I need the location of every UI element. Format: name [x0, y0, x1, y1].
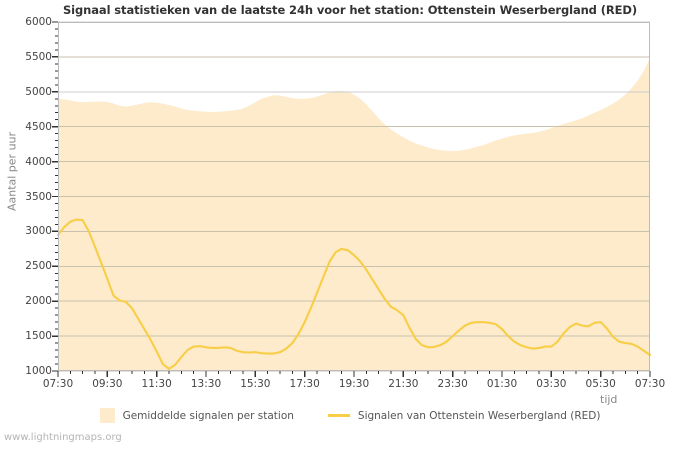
y-tick-label: 6000	[25, 16, 52, 28]
legend-label-area: Gemiddelde signalen per station	[122, 409, 294, 422]
y-tick-label: 1500	[25, 330, 52, 343]
x-tick-label: 07:30	[634, 378, 666, 390]
line-swatch-icon	[327, 414, 350, 417]
x-axis-title: tijd	[600, 393, 618, 406]
y-tick-label: 5000	[25, 85, 52, 98]
y-tick-label: 3000	[25, 225, 52, 238]
area-swatch-icon	[99, 408, 115, 423]
x-tick-label: 13:30	[190, 378, 222, 390]
x-tick-label: 07:30	[42, 378, 74, 390]
y-tick-label: 2000	[25, 295, 52, 308]
x-tick-label: 05:30	[585, 378, 616, 390]
y-tick-label: 5500	[25, 50, 52, 63]
chart-legend: Gemiddelde signalen per station Signalen…	[0, 408, 700, 423]
x-tick-label: 23:30	[437, 378, 468, 390]
x-tick-label: 17:30	[289, 378, 320, 390]
x-tick-label: 09:30	[92, 378, 123, 390]
x-tick-label: 01:30	[486, 378, 518, 390]
y-tick-label: 2500	[25, 260, 52, 273]
legend-item-line: Signalen van Ottenstein Weserbergland (R…	[327, 409, 601, 422]
legend-item-area: Gemiddelde signalen per station	[99, 408, 294, 423]
x-tick-label: 03:30	[536, 378, 567, 390]
x-tick-label: 21:30	[388, 378, 419, 390]
y-tick-label: 4500	[25, 120, 52, 133]
legend-label-line: Signalen van Ottenstein Weserbergland (R…	[357, 409, 601, 422]
x-tick-label: 15:30	[240, 378, 271, 390]
chart-title: Signaal statistieken van de laatste 24h …	[63, 3, 637, 17]
x-tick-label: 19:30	[338, 378, 370, 390]
y-tick-label: 4000	[25, 155, 52, 168]
y-tick-label: 3500	[25, 190, 52, 203]
plot-frame	[58, 22, 650, 371]
watermark: www.lightningmaps.org	[4, 432, 122, 443]
area-series-gemiddelde-signalen	[58, 58, 650, 372]
y-tick-label: 1000	[25, 365, 52, 377]
x-tick-label: 11:30	[141, 378, 172, 390]
line-series-ottenstein-weserbergland	[56, 218, 652, 370]
